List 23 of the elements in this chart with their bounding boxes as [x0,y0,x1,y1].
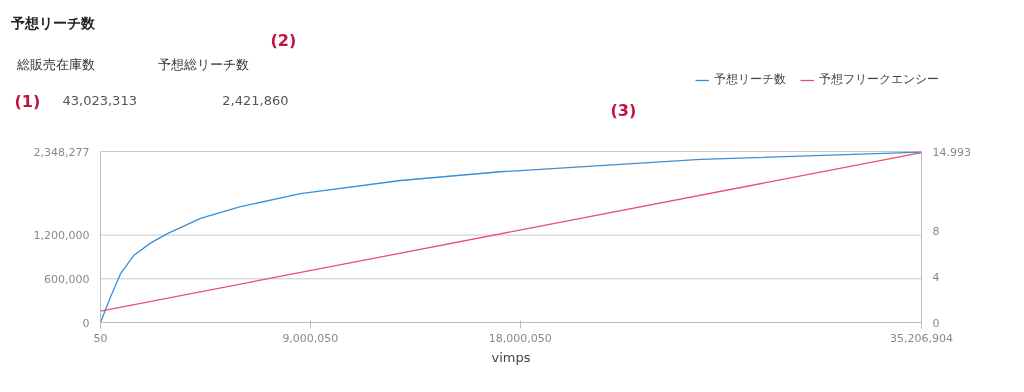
chart-title: 予想リーチ数 [9,14,96,31]
y-tick-label: 0 [82,316,90,330]
y-tick-label: 600,000 [44,272,90,286]
y2-tick-label: 14.993 [932,145,971,159]
y2-tick-label: 4 [932,270,940,284]
x-axis-title: vimps [491,349,531,365]
text: 2,421,860 [222,92,289,108]
x-tick-label: 50 [93,331,108,345]
text: (3) [610,100,637,120]
y2-tick-label: 8 [932,225,940,239]
y-tick-label: 1,200,000 [33,229,90,243]
x-tick-label: 35,206,904 [890,331,953,345]
y-tick-label: 2,348,277 [33,145,90,159]
legend-label: 予想リーチ数 [714,71,786,88]
text: 総販売在庫数 [15,56,95,72]
text: 43,023,313 [62,92,137,108]
y2-tick-label: 0 [932,316,940,330]
text: (1) [14,91,41,111]
text: 予想総リーチ数 [157,56,249,72]
x-tick-label: 9,000,050 [282,331,339,345]
legend-label: 予想フリークエンシー [819,71,939,88]
text: (2) [270,30,297,50]
x-tick-label: 18,000,050 [488,331,552,345]
